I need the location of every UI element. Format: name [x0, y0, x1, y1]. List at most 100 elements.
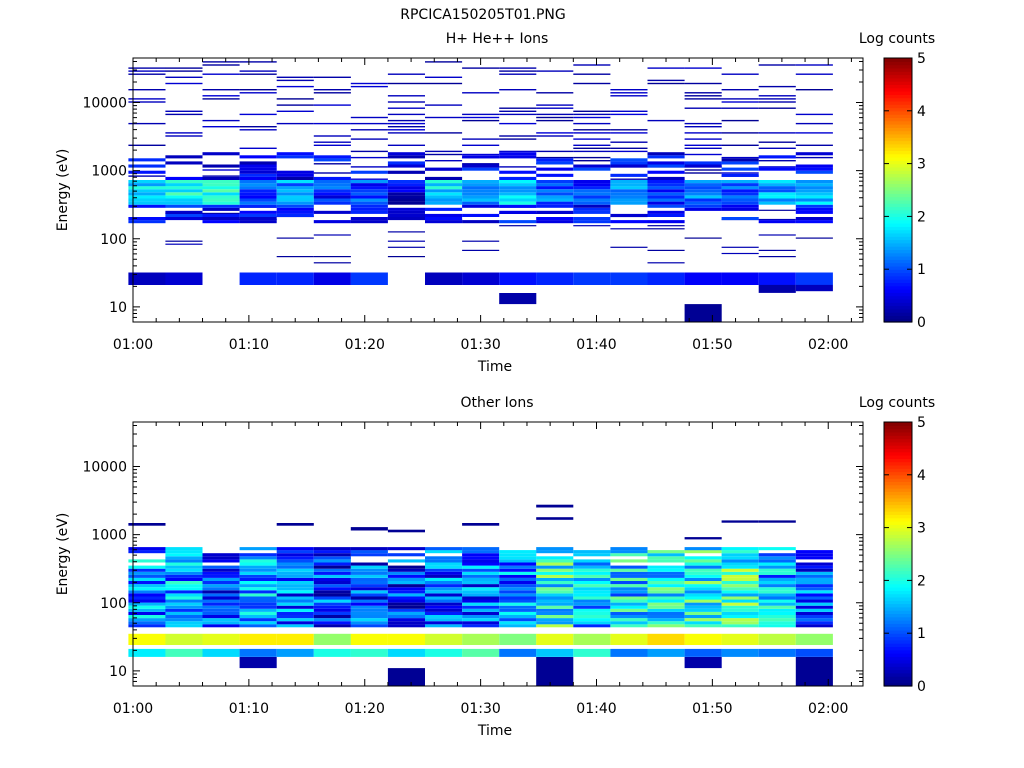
spectrogram-cell: [165, 213, 203, 217]
spectrogram-cell: [387, 189, 425, 193]
spectrogram-cell: [610, 648, 648, 657]
spectrogram-cell: [425, 559, 463, 563]
spectrogram-cell: [721, 633, 759, 645]
spectrogram-cell: [462, 615, 500, 619]
spectrogram-cell: [202, 192, 240, 196]
colorbar-segment: [884, 445, 912, 449]
spectrogram-cell: [128, 581, 166, 585]
colorbar-segment: [884, 117, 912, 122]
spectrogram-cell: [499, 590, 537, 594]
colorbar-segment: [884, 666, 912, 671]
spectrogram-cell: [387, 113, 425, 116]
spectrogram-cell: [684, 153, 722, 156]
spectrogram-cell: [350, 577, 388, 581]
spectrogram-cell: [276, 207, 314, 211]
spectrogram-cell: [387, 132, 425, 134]
spectrogram-cell: [758, 186, 796, 190]
colorbar-segment: [884, 318, 912, 323]
spectrogram-cell: [165, 565, 203, 569]
spectrogram-cell: [425, 633, 463, 645]
spectrogram-cell: [684, 611, 722, 615]
spectrogram-cell: [128, 596, 166, 600]
spectrogram-cell: [684, 547, 722, 551]
spectrogram-cell: [462, 624, 500, 628]
spectrogram-cell: [239, 584, 277, 588]
spectrogram-cell: [128, 621, 166, 625]
spectrogram-cell: [276, 173, 314, 177]
spectrogram-cell: [165, 581, 203, 585]
spectrogram-cell: [610, 559, 648, 563]
spectrogram-cell: [313, 587, 351, 591]
spectrogram-cell: [313, 210, 351, 214]
spectrogram-cell: [350, 204, 388, 208]
spectrogram-cell: [462, 92, 500, 94]
spectrogram-cell: [536, 192, 574, 196]
spectrogram-cell: [165, 599, 203, 603]
spectrogram-cell: [721, 192, 759, 196]
spectrogram-cell: [128, 204, 166, 208]
spectrogram-cell: [387, 240, 425, 242]
spectrogram-cell: [425, 180, 463, 184]
colorbar-segment: [884, 213, 912, 217]
spectrogram-cell: [684, 237, 722, 239]
spectrogram-cell: [573, 207, 611, 211]
spectrogram-cell: [425, 160, 463, 162]
spectrogram-cell: [202, 126, 240, 128]
x-tick-label: 01:00: [113, 337, 153, 353]
spectrogram-cell: [610, 581, 648, 585]
spectrogram-cell: [536, 107, 574, 109]
colorbar-segment: [884, 573, 912, 578]
spectrogram-cell: [758, 192, 796, 196]
spectrogram-cell: [387, 529, 425, 533]
spectrogram-cell: [758, 624, 796, 628]
spectrogram-cell: [758, 284, 796, 293]
spectrogram-cell: [721, 624, 759, 628]
spectrogram-cell: [758, 160, 796, 162]
spectrogram-cell: [795, 156, 833, 159]
spectrogram-cell: [499, 593, 537, 597]
colorbar-segment: [884, 163, 912, 168]
spectrogram-cell: [462, 186, 500, 190]
y-tick-label: 10: [109, 664, 127, 680]
spectrogram-cell: [462, 568, 500, 572]
spectrogram-cell: [239, 147, 277, 149]
spectrogram-cell: [610, 228, 648, 230]
spectrogram-cell: [202, 587, 240, 591]
colorbar-segment: [884, 305, 912, 310]
spectrogram-cell: [536, 156, 574, 159]
spectrogram-cell: [721, 173, 759, 177]
spectrogram-cell: [276, 611, 314, 615]
spectrogram-cell: [721, 648, 759, 657]
spectrogram-cell: [795, 220, 833, 224]
spectrogram-cell: [721, 207, 759, 211]
spectrogram-cell: [647, 587, 685, 591]
spectrogram-cell: [128, 568, 166, 572]
spectrogram-cell: [758, 272, 796, 285]
spectrogram-cell: [647, 602, 685, 606]
spectrogram-cell: [202, 605, 240, 609]
spectrogram-cell: [239, 624, 277, 628]
spectrogram-cell: [610, 158, 648, 162]
spectrogram-cell: [128, 590, 166, 594]
spectrogram-cell: [758, 195, 796, 199]
spectrogram-cell: [499, 113, 537, 116]
spectrogram-cell: [758, 198, 796, 202]
spectrogram-cell: [795, 207, 833, 211]
spectrogram-cell: [239, 590, 277, 594]
colorbar-segment: [884, 157, 912, 161]
spectrogram-cell: [165, 605, 203, 609]
spectrogram-cell: [536, 590, 574, 594]
spectrogram-cell: [313, 621, 351, 625]
spectrogram-cell: [387, 198, 425, 202]
spectrogram-cell: [165, 198, 203, 202]
colorbar-segment: [884, 249, 912, 254]
spectrogram-cell: [758, 599, 796, 603]
colorbar-segment: [884, 474, 912, 479]
spectrogram-cell: [536, 587, 574, 591]
spectrogram-cell: [350, 85, 388, 88]
spectrogram-cell: [165, 135, 203, 137]
spectrogram-cell: [610, 129, 648, 131]
spectrogram-cell: [165, 553, 203, 557]
spectrogram-cell: [499, 293, 537, 305]
spectrogram-cell: [647, 170, 685, 174]
